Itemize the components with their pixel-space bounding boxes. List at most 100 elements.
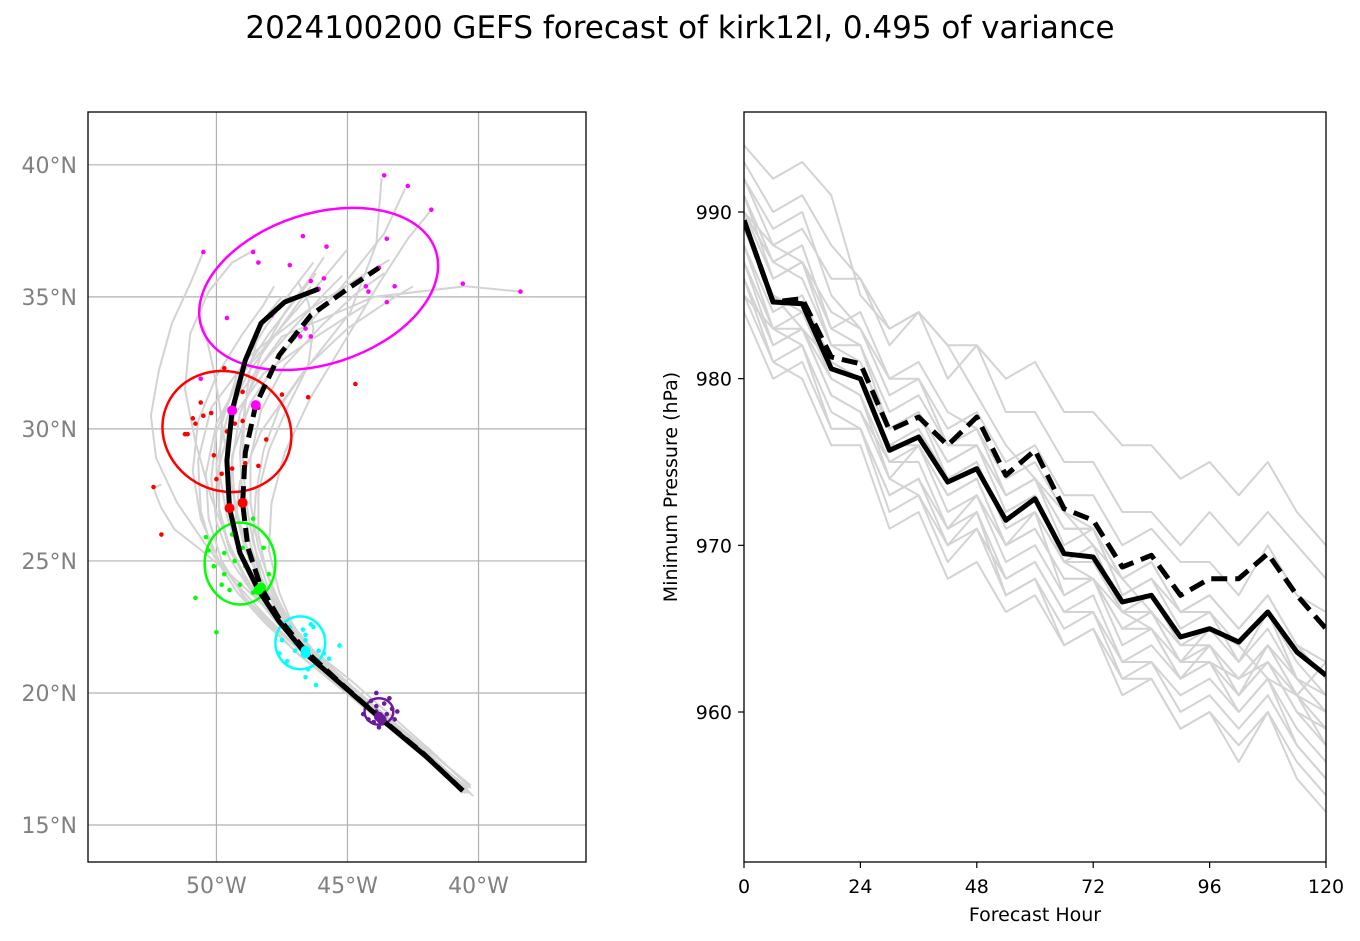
map-frame [87,111,587,863]
pressure-y-tick-label: 960 [696,702,732,724]
member-pressure-line [744,278,1326,697]
pressure-y-tick-label: 970 [696,535,732,557]
mean-position-96h [224,503,235,514]
map-tick-labels: 50°W 45°W 40°W 15°N 20°N 25°N 30°N 35°N 40°N [22,154,510,899]
member-position-72h [237,582,243,588]
member-position-120h [405,183,411,189]
member-position-48h [277,651,282,656]
member-position-96h [151,484,156,490]
control-position-72h [255,582,266,593]
map-x-tick-label: 40°W [448,874,509,899]
member-pressure-line [744,311,1326,730]
member-position-96h [219,471,224,477]
member-position-48h [316,648,321,654]
member-pressure-line [744,211,1326,696]
member-position-120h [224,315,230,321]
member-position-48h [321,651,327,656]
figure-title: 2024100200 GEFS forecast of kirk12l, 0.4… [245,10,1115,46]
member-position-96h [240,418,245,424]
member-position-72h [221,550,227,556]
member-position-48h [305,666,311,672]
member-position-96h [190,416,196,421]
member-position-24h [368,698,374,704]
map-y-tick-label: 40°N [22,154,77,179]
member-position-120h [392,283,397,289]
map-y-tick-label: 20°N [22,682,77,707]
member-position-96h [211,453,217,458]
member-position-72h [261,545,266,551]
member-position-72h [211,563,217,569]
pressure-x-tick-label: 48 [965,876,989,898]
member-position-72h [214,629,219,635]
member-position-48h [284,658,290,664]
member-position-120h [384,299,390,305]
member-position-72h [193,595,198,601]
member-position-120h [198,376,204,382]
member-position-48h [303,637,308,643]
map-y-tick-label: 15°N [22,814,77,839]
member-pressure-line [744,294,1326,796]
member-position-120h [201,249,206,255]
member-position-120h [250,249,256,255]
member-position-48h [300,627,306,632]
member-position-96h [229,466,235,471]
member-position-120h [363,283,369,289]
member-position-96h [214,476,219,482]
member-position-96h [242,460,248,466]
member-position-24h [374,703,379,709]
pressure-plot-area [744,144,1326,813]
member-position-120h [324,244,329,249]
member-position-24h [376,725,382,730]
pressure-x-tick-label: 0 [738,876,750,898]
member-position-96h [221,365,227,371]
member-position-48h [311,624,316,630]
spread-ellipse-120h [197,206,440,372]
map-y-tick-label: 35°N [22,286,77,311]
member-position-120h [298,334,303,339]
member-position-96h [208,410,214,416]
member-position-24h [371,719,376,725]
pressure-x-tick-label: 96 [1198,876,1222,898]
member-position-72h [227,587,232,593]
member-position-120h [429,207,434,213]
member-position-48h [313,682,319,688]
member-position-120h [308,278,314,284]
member-pressure-line [744,228,1326,746]
member-position-96h [193,421,198,426]
control-position-48h [300,645,311,656]
member-pressure-line [744,244,1326,730]
spread-ellipse-96h [161,369,293,494]
member-position-48h [303,674,308,680]
pressure-x-axis-label: Forecast Hour [969,904,1101,926]
member-position-24h [387,695,392,701]
member-position-120h [460,281,466,286]
pressure-y-axis-label: Minimum Pressure (hPa) [660,372,682,602]
member-position-48h [337,643,342,648]
member-pressure-line [744,194,1326,780]
pressure-panel: 0 24 48 72 96 120 960 970 980 990 Forecast Hour M… [660,111,1344,926]
member-position-48h [326,656,332,661]
member-pressure-line [744,144,1326,697]
member-pressure-line [744,261,1326,780]
pressure-frame [743,111,1327,863]
map-plot-area [149,173,523,797]
member-position-120h [384,236,390,242]
map-x-tick-label: 45°W [317,874,378,899]
member-position-72h [221,571,227,577]
member-pressure-line [744,178,1326,613]
track-map-panel: 50°W 45°W 40°W 15°N 20°N 25°N 30°N 35°N 40°N [22,111,587,899]
pressure-y-tick-label: 980 [696,369,732,391]
member-pressure-line [744,211,1326,546]
member-position-96h [305,394,311,400]
map-y-tick-label: 30°N [22,418,77,443]
control-position-24h [373,711,384,722]
member-position-96h [232,421,238,426]
ensemble-mean-track [224,286,465,793]
control-position-96h [237,497,248,508]
member-pressure-line [744,161,1326,580]
map-x-tick-label: 50°W [186,874,247,899]
member-position-120h [287,262,293,268]
pressure-x-tick-label: 24 [848,876,872,898]
member-position-120h [303,326,308,331]
